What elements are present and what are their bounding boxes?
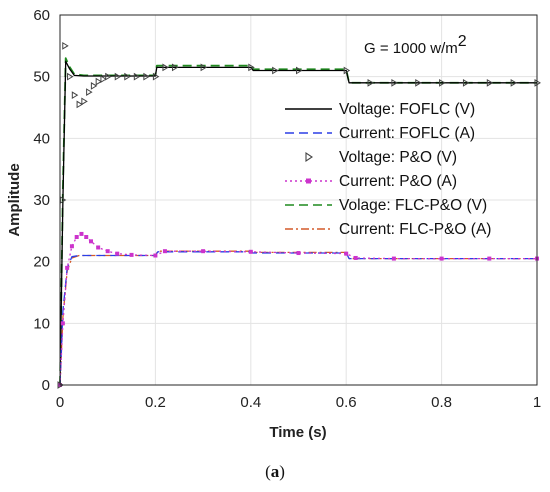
voltage-po-marker bbox=[510, 78, 518, 87]
legend-label: Current: FLC-P&O (A) bbox=[339, 221, 491, 238]
voltage-po-marker bbox=[105, 72, 112, 81]
current-po-marker bbox=[96, 245, 101, 250]
voltage-po-marker bbox=[248, 63, 255, 72]
caption-open: ( bbox=[265, 462, 271, 481]
y-tick-label: 60 bbox=[33, 7, 50, 24]
current-po-marker bbox=[84, 235, 89, 239]
current-po-marker bbox=[439, 256, 444, 261]
voltage-po-marker bbox=[439, 78, 446, 87]
x-tick-label: 0 bbox=[56, 394, 64, 411]
current-po-marker bbox=[65, 265, 70, 270]
y-ticks: 0 10 20 30 40 50 60 bbox=[33, 7, 50, 394]
current-po-marker bbox=[162, 249, 167, 254]
voltage-po-marker bbox=[162, 63, 169, 72]
current-po-marker bbox=[105, 249, 110, 254]
current-po-marker bbox=[248, 249, 253, 254]
voltage-po-marker bbox=[200, 63, 208, 72]
y-axis-title: Amplitude bbox=[6, 163, 23, 236]
caption-letter: a bbox=[270, 462, 280, 481]
voltage-po-marker bbox=[171, 63, 179, 72]
x-axis-title: Time (s) bbox=[269, 424, 326, 441]
current-po-marker bbox=[296, 251, 301, 256]
legend-entry: Voltage: P&O (V) bbox=[305, 149, 457, 166]
voltage-po-marker bbox=[114, 72, 122, 81]
voltage-po-marker bbox=[152, 72, 160, 81]
current-po-marker bbox=[115, 251, 120, 256]
series-layer bbox=[57, 41, 541, 389]
series-line bbox=[59, 60, 537, 386]
caption-close: ) bbox=[279, 462, 285, 481]
current-po-marker bbox=[69, 244, 74, 249]
current-po-marker bbox=[74, 235, 79, 239]
series-0 bbox=[59, 60, 537, 386]
current-po-marker bbox=[79, 231, 84, 236]
current-po-marker bbox=[487, 256, 492, 261]
voltage-po-marker bbox=[486, 78, 494, 87]
irradiance-annotation: G = 1000 w/m2 bbox=[364, 33, 467, 57]
x-tick-label: 0.2 bbox=[145, 394, 166, 411]
x-tick-label: 0.6 bbox=[336, 394, 357, 411]
voltage-po-marker bbox=[133, 72, 141, 81]
legend-marker bbox=[305, 151, 313, 163]
y-tick-label: 20 bbox=[33, 254, 50, 271]
plot-frame bbox=[59, 14, 538, 386]
current-po-marker bbox=[89, 239, 94, 244]
y-tick-label: 0 bbox=[42, 377, 50, 394]
x-tick-label: 1 bbox=[533, 394, 541, 411]
legend-marker bbox=[306, 178, 311, 184]
legend-entry: Current: P&O (A) bbox=[285, 173, 457, 190]
current-po-marker bbox=[391, 256, 396, 261]
legend-label: Current: FOFLC (A) bbox=[339, 125, 475, 142]
legend-entry: Volage: FLC-P&O (V) bbox=[285, 197, 487, 214]
legend-label: Volage: FLC-P&O (V) bbox=[339, 197, 487, 214]
current-po-marker bbox=[201, 249, 206, 254]
voltage-po-marker bbox=[462, 78, 470, 87]
x-ticks: 0 0.2 0.4 0.6 0.8 1 bbox=[56, 394, 541, 411]
legend-entry: Current: FOFLC (A) bbox=[285, 125, 475, 142]
legend-entry: Current: FLC-P&O (A) bbox=[285, 221, 491, 238]
irradiance-annotation-text: G = 1000 w/m bbox=[364, 40, 458, 57]
legend: Voltage: FOFLC (V) Current: FOFLC (A) Volt… bbox=[285, 101, 491, 238]
current-po-marker bbox=[129, 252, 134, 257]
legend-label: Voltage: P&O (V) bbox=[339, 149, 457, 166]
voltage-po-marker bbox=[391, 78, 398, 87]
voltage-po-marker bbox=[76, 100, 84, 109]
voltage-po-marker bbox=[296, 66, 303, 75]
current-po-marker bbox=[153, 253, 158, 258]
legend-entry: Voltage: FOFLC (V) bbox=[285, 101, 475, 118]
voltage-po-marker bbox=[90, 82, 98, 90]
current-po-marker bbox=[60, 321, 65, 326]
x-tick-label: 0.4 bbox=[240, 394, 261, 411]
voltage-po-marker bbox=[143, 72, 150, 81]
figure-caption: (a) bbox=[0, 462, 550, 482]
voltage-po-marker bbox=[124, 72, 131, 81]
y-tick-label: 40 bbox=[33, 130, 50, 147]
voltage-po-marker bbox=[67, 72, 74, 81]
voltage-po-marker bbox=[272, 66, 279, 75]
irradiance-annotation-superscript: 2 bbox=[458, 33, 467, 50]
voltage-po-marker bbox=[100, 75, 107, 84]
y-tick-label: 30 bbox=[33, 192, 50, 209]
y-tick-label: 50 bbox=[33, 69, 50, 86]
voltage-po-marker bbox=[367, 78, 375, 87]
voltage-po-marker bbox=[86, 88, 93, 96]
legend-label: Current: P&O (A) bbox=[339, 173, 457, 190]
voltage-po-marker bbox=[343, 66, 351, 75]
voltage-po-marker bbox=[81, 97, 88, 106]
current-po-marker bbox=[344, 251, 349, 256]
y-tick-label: 10 bbox=[33, 315, 50, 332]
voltage-po-marker bbox=[71, 91, 79, 100]
voltage-po-marker bbox=[95, 77, 103, 86]
voltage-po-marker bbox=[62, 41, 69, 50]
current-po-marker bbox=[353, 255, 358, 260]
legend-label: Voltage: FOFLC (V) bbox=[339, 101, 475, 118]
voltage-po-marker bbox=[415, 78, 422, 87]
x-tick-label: 0.8 bbox=[431, 394, 452, 411]
grid bbox=[59, 14, 538, 386]
